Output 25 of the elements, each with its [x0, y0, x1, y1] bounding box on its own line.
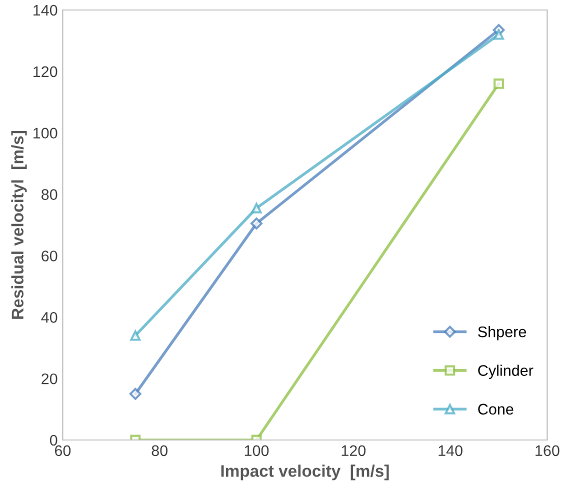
y-tick-label: 20 [42, 373, 58, 384]
legend-label: Cone [478, 404, 514, 415]
x-tick-label: 60 [54, 445, 71, 456]
x-tick-label: 80 [152, 445, 168, 456]
y-tick-label: 40 [41, 312, 58, 323]
y-tick-label: 80 [42, 189, 58, 200]
x-tick-label: 100 [244, 445, 269, 456]
y-tick-label: 60 [42, 250, 58, 262]
y-tick-label: 0 [50, 434, 58, 446]
point [494, 29, 504, 40]
point [251, 202, 262, 214]
x-tick-label: 160 [536, 445, 560, 456]
y-tick-label: 120 [34, 66, 58, 78]
legend-label: Cylinder [478, 364, 534, 379]
y-tick-label: 140 [34, 4, 58, 16]
y-tick-label: 100 [34, 128, 58, 139]
y-axis-title: Residual velocityl [m/s] [11, 130, 27, 319]
point [129, 388, 142, 400]
x-tick-label: 140 [438, 445, 462, 456]
point [494, 78, 504, 89]
point [130, 330, 141, 341]
legend-label: Shpere [478, 326, 526, 340]
x-tick-label: 120 [342, 445, 366, 456]
x-axis-title: Impact velocity [m/s] [221, 464, 389, 480]
point [250, 218, 262, 230]
